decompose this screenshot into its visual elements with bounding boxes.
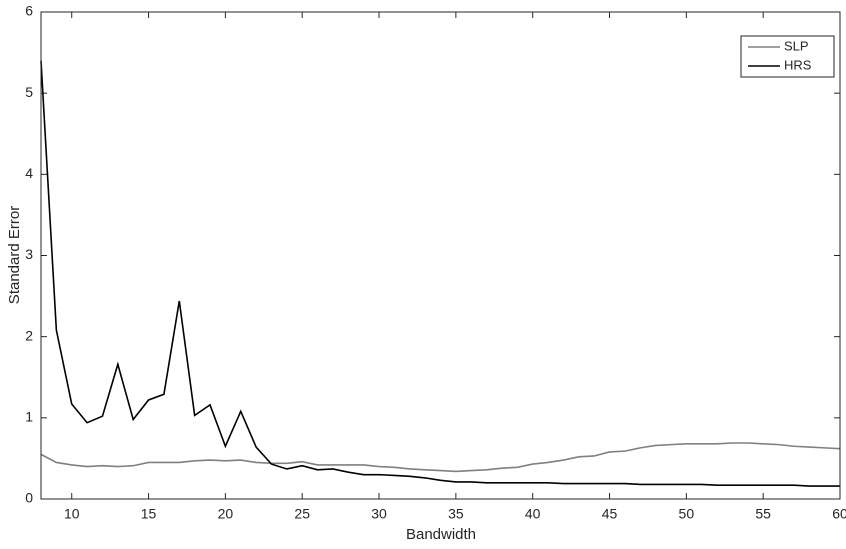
x-tick-label: 35 — [448, 506, 464, 522]
x-tick-label: 10 — [64, 506, 80, 522]
line-series — [40, 442, 841, 473]
legend-label: HRS — [784, 57, 812, 72]
x-tick-label: 25 — [294, 506, 310, 522]
x-tick-label: 15 — [141, 506, 157, 522]
x-tick-label: 55 — [755, 506, 771, 522]
x-tick-label: 60 — [832, 506, 846, 522]
x-tick-label: 20 — [218, 506, 234, 522]
y-tick-label: 6 — [25, 3, 33, 19]
y-tick-label: 2 — [25, 327, 33, 343]
y-tick-label: 5 — [25, 84, 33, 100]
axes-box — [40, 11, 841, 500]
y-axis-label: Standard Error — [6, 206, 23, 304]
legend-box — [740, 35, 835, 78]
x-axis-label: Bandwidth — [406, 526, 476, 543]
x-tick-label: 45 — [602, 506, 618, 522]
legend-label: SLP — [784, 38, 809, 53]
x-tick-label: 50 — [679, 506, 695, 522]
x-tick-label: 30 — [371, 506, 387, 522]
y-tick-label: 4 — [25, 165, 33, 181]
line-series — [40, 60, 840, 487]
y-tick-label: 0 — [25, 490, 33, 506]
x-tick-label: 40 — [525, 506, 541, 522]
y-tick-label: 3 — [25, 246, 33, 262]
y-tick-label: 1 — [25, 409, 33, 425]
